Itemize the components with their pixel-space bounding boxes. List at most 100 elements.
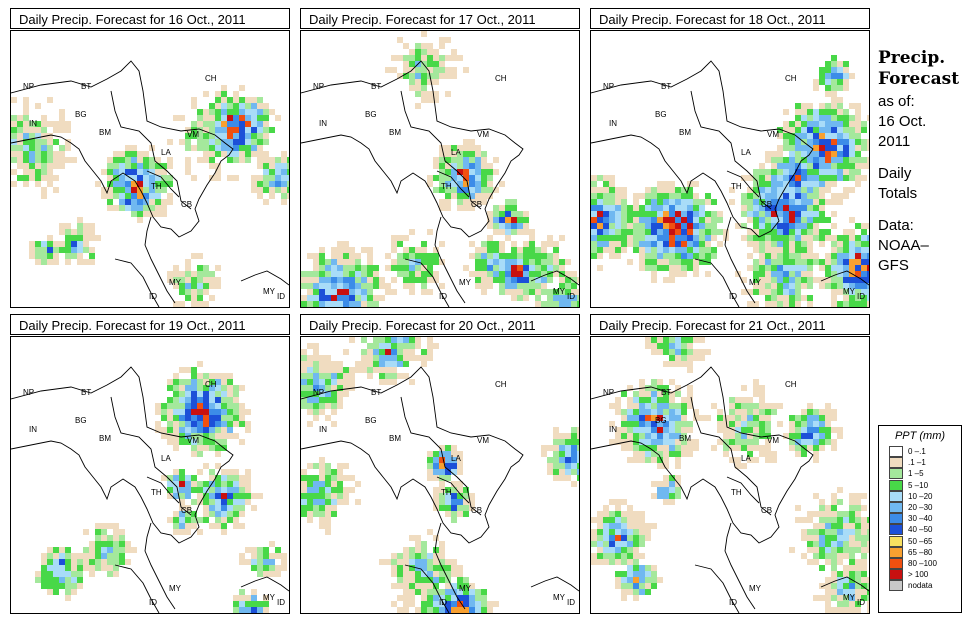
country-label: MY [263, 287, 276, 296]
legend-swatch [889, 524, 903, 536]
country-label: CB [181, 506, 192, 515]
country-label: MY [169, 278, 182, 287]
country-label: LA [741, 454, 751, 463]
forecast-map-5: NP BT IN BG BM CH VM LA TH CB MY ID MY ID [300, 336, 580, 614]
country-label: MY [553, 287, 566, 296]
country-label: CB [181, 200, 192, 209]
country-label: BG [365, 110, 377, 119]
legend-swatch [889, 580, 903, 592]
country-label: VM [187, 130, 199, 139]
legend-swatch [889, 535, 903, 547]
country-label: TH [441, 182, 452, 191]
panel-title-5: Daily Precip. Forecast for 20 Oct., 2011 [300, 314, 580, 335]
country-label: NP [23, 82, 34, 91]
legend-swatch [889, 468, 903, 480]
legend-label: .1 –1 [908, 458, 926, 468]
legend-label: 10 –20 [908, 491, 933, 501]
country-label: TH [731, 182, 742, 191]
panel-title-6: Daily Precip. Forecast for 21 Oct., 2011 [590, 314, 870, 335]
country-label: BT [661, 82, 671, 91]
country-label: BT [371, 82, 381, 91]
legend-item: 0 –.1 [879, 446, 961, 457]
country-label: VM [477, 130, 489, 139]
country-label: CH [205, 380, 217, 389]
country-label: MY [459, 584, 472, 593]
legend-swatch [889, 546, 903, 558]
country-label: CB [471, 506, 482, 515]
side-heading-precip: Precip. [878, 48, 946, 68]
country-label: BM [99, 434, 111, 443]
forecast-map-2: NP BT IN BG BM CH VM LA TH CB MY ID MY ID [300, 30, 580, 308]
country-label: ID [857, 598, 865, 607]
legend-label: 0 –.1 [908, 447, 926, 456]
country-label: LA [451, 454, 461, 463]
panel-title-4: Daily Precip. Forecast for 19 Oct., 2011 [10, 314, 290, 335]
legend-item: 80 –100 [879, 557, 961, 569]
legend-swatch [889, 446, 903, 457]
country-label: LA [741, 148, 751, 157]
country-label: CB [761, 506, 772, 515]
legend-swatch [889, 490, 903, 502]
country-label: ID [729, 292, 737, 301]
country-label: LA [451, 148, 461, 157]
country-label: BT [661, 388, 671, 397]
country-label: MY [749, 584, 762, 593]
country-label: VM [767, 130, 779, 139]
country-label: ID [567, 292, 575, 301]
country-label: NP [23, 388, 34, 397]
country-label: TH [441, 488, 452, 497]
country-label: CH [785, 74, 797, 83]
country-label: BM [679, 128, 691, 137]
country-label: CH [785, 380, 797, 389]
legend-label: 65 –80 [908, 547, 933, 557]
side-source-2: GFS [878, 257, 909, 274]
country-label: BG [655, 110, 667, 119]
country-label: BM [389, 434, 401, 443]
country-label: IN [609, 119, 617, 128]
side-data: Data: [878, 217, 914, 234]
country-label: ID [277, 292, 285, 301]
legend-swatch [889, 457, 903, 469]
side-heading-forecast: Forecast [878, 69, 960, 89]
legend-swatch [889, 513, 903, 525]
country-label: BG [75, 416, 87, 425]
legend-swatch [889, 569, 903, 581]
legend-label: 20 –30 [908, 502, 933, 512]
side-as-of: as of: [878, 93, 915, 110]
country-label: ID [729, 598, 737, 607]
country-label: BG [365, 416, 377, 425]
legend-item: 10 –20 [879, 490, 961, 502]
legend-label: 40 –50 [908, 525, 933, 535]
legend-item: 40 –50 [879, 524, 961, 536]
country-label: TH [731, 488, 742, 497]
country-label: VM [767, 436, 779, 445]
country-label: ID [857, 292, 865, 301]
legend-label: 5 –10 [908, 480, 929, 490]
legend-swatch [889, 557, 903, 569]
country-label: VM [187, 436, 199, 445]
country-label: MY [459, 278, 472, 287]
ppt-legend: PPT (mm) 0 –.1 .1 –1 1 –5 5 –10 10 –20 20 –30… [878, 425, 962, 613]
legend-item: .1 –1 [879, 457, 961, 469]
panel-title-2: Daily Precip. Forecast for 17 Oct., 2011 [300, 8, 580, 29]
country-label: LA [161, 148, 171, 157]
country-label: BM [99, 128, 111, 137]
country-label: ID [567, 598, 575, 607]
panel-title-3: Daily Precip. Forecast for 18 Oct., 2011 [590, 8, 870, 29]
side-year: 2011 [878, 133, 911, 150]
legend-label: 80 –100 [908, 558, 937, 568]
legend-item: 65 –80 [879, 546, 961, 558]
country-label: MY [843, 593, 856, 602]
country-label: NP [313, 388, 324, 397]
side-daily: Daily [878, 165, 912, 182]
legend-label: 1 –5 [908, 469, 924, 479]
country-label: ID [439, 292, 447, 301]
legend-item: > 100 [879, 569, 961, 581]
country-label: ID [439, 598, 447, 607]
legend-rows: 0 –.1 .1 –1 1 –5 5 –10 10 –20 20 –30 30 –40 40 … [879, 446, 961, 592]
forecast-map-6: NP BT IN BG BM CH VM LA TH CB MY ID MY ID [590, 336, 870, 614]
legend-label: 50 –65 [908, 536, 933, 546]
